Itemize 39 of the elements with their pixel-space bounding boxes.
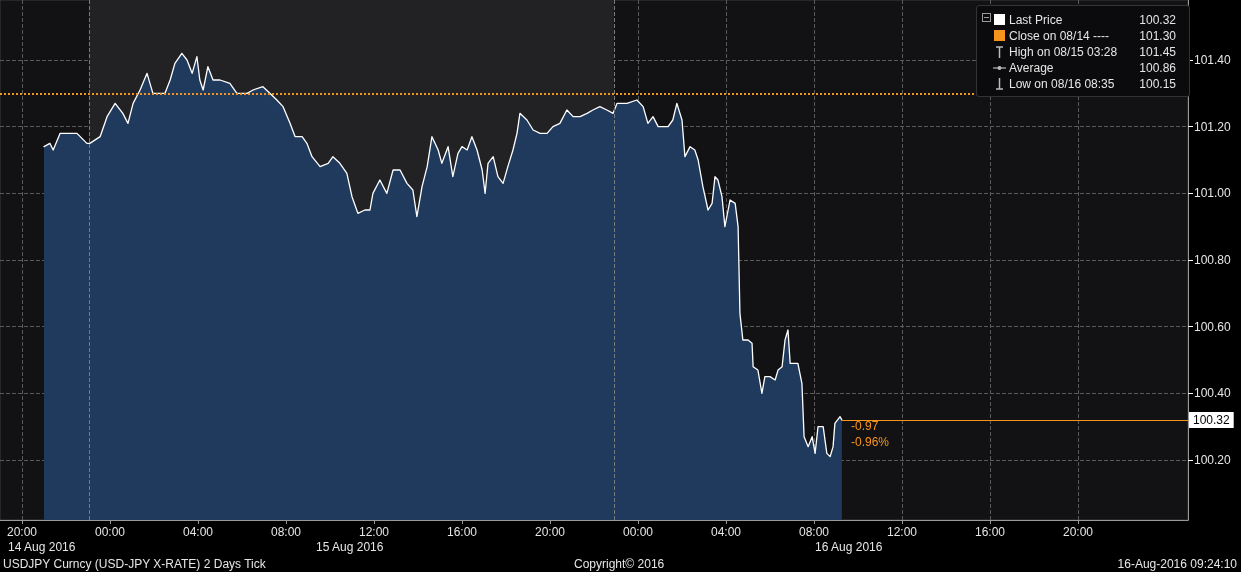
x-tick-label: 16:00: [446, 525, 478, 539]
text: 16 Aug 2016: [815, 540, 883, 554]
x-tick-label: 20:00: [6, 525, 38, 539]
y-tick-label: 101.20: [1194, 119, 1232, 134]
text: 14 Aug 2016: [8, 540, 76, 554]
annotation: 100.32: [1139, 13, 1176, 27]
annotation: Low on 08/16 08:35: [1009, 77, 1115, 91]
x-tick-label: 00:00: [94, 525, 126, 539]
x-tick-label: 12:00: [886, 525, 918, 539]
text: USDJPY Curncy (USD-JPY X-RATE) 2 Days Tick: [3, 557, 266, 571]
x-tick-label: 00:00: [622, 525, 654, 539]
annotation: 101.45: [1139, 45, 1176, 59]
x-tick-label: 04:00: [710, 525, 742, 539]
y-tick-label: 100.80: [1194, 253, 1232, 267]
annotation: Last Price: [1009, 13, 1063, 27]
ref-line-label: 100.32: [1193, 413, 1231, 427]
x-tick-label: 08:00: [798, 525, 830, 539]
annotation: -0.96%: [851, 435, 890, 449]
x-tick-label: 16:00: [974, 525, 1006, 539]
x-tick-label: 08:00: [270, 525, 302, 539]
y-tick-label: 100.60: [1194, 319, 1232, 334]
annotation: -0.97: [851, 419, 879, 433]
x-tick-label: 20:00: [1062, 525, 1094, 539]
annotation: 100.15: [1139, 77, 1176, 91]
text: Copyright© 2016: [574, 557, 665, 571]
y-tick-label: 101.00: [1194, 186, 1232, 201]
x-tick-label: 04:00: [182, 525, 214, 539]
annotation: 101.30: [1139, 29, 1176, 43]
annotation: 100.86: [1139, 61, 1176, 75]
text: 15 Aug 2016: [316, 540, 384, 554]
x-tick-label: 12:00: [358, 525, 390, 539]
x-tick-label: 20:00: [534, 525, 566, 539]
y-tick-label: 100.20: [1194, 453, 1232, 467]
y-tick-label: 101.40: [1194, 53, 1232, 67]
y-tick-label: 100.40: [1194, 386, 1232, 401]
annotation: High on 08/15 03:28: [1009, 45, 1118, 59]
annotation: Close on 08/14 ----: [1009, 29, 1110, 43]
annotation: Average: [1009, 61, 1054, 75]
text: 16-Aug-2016 09:24:10: [1117, 557, 1237, 571]
